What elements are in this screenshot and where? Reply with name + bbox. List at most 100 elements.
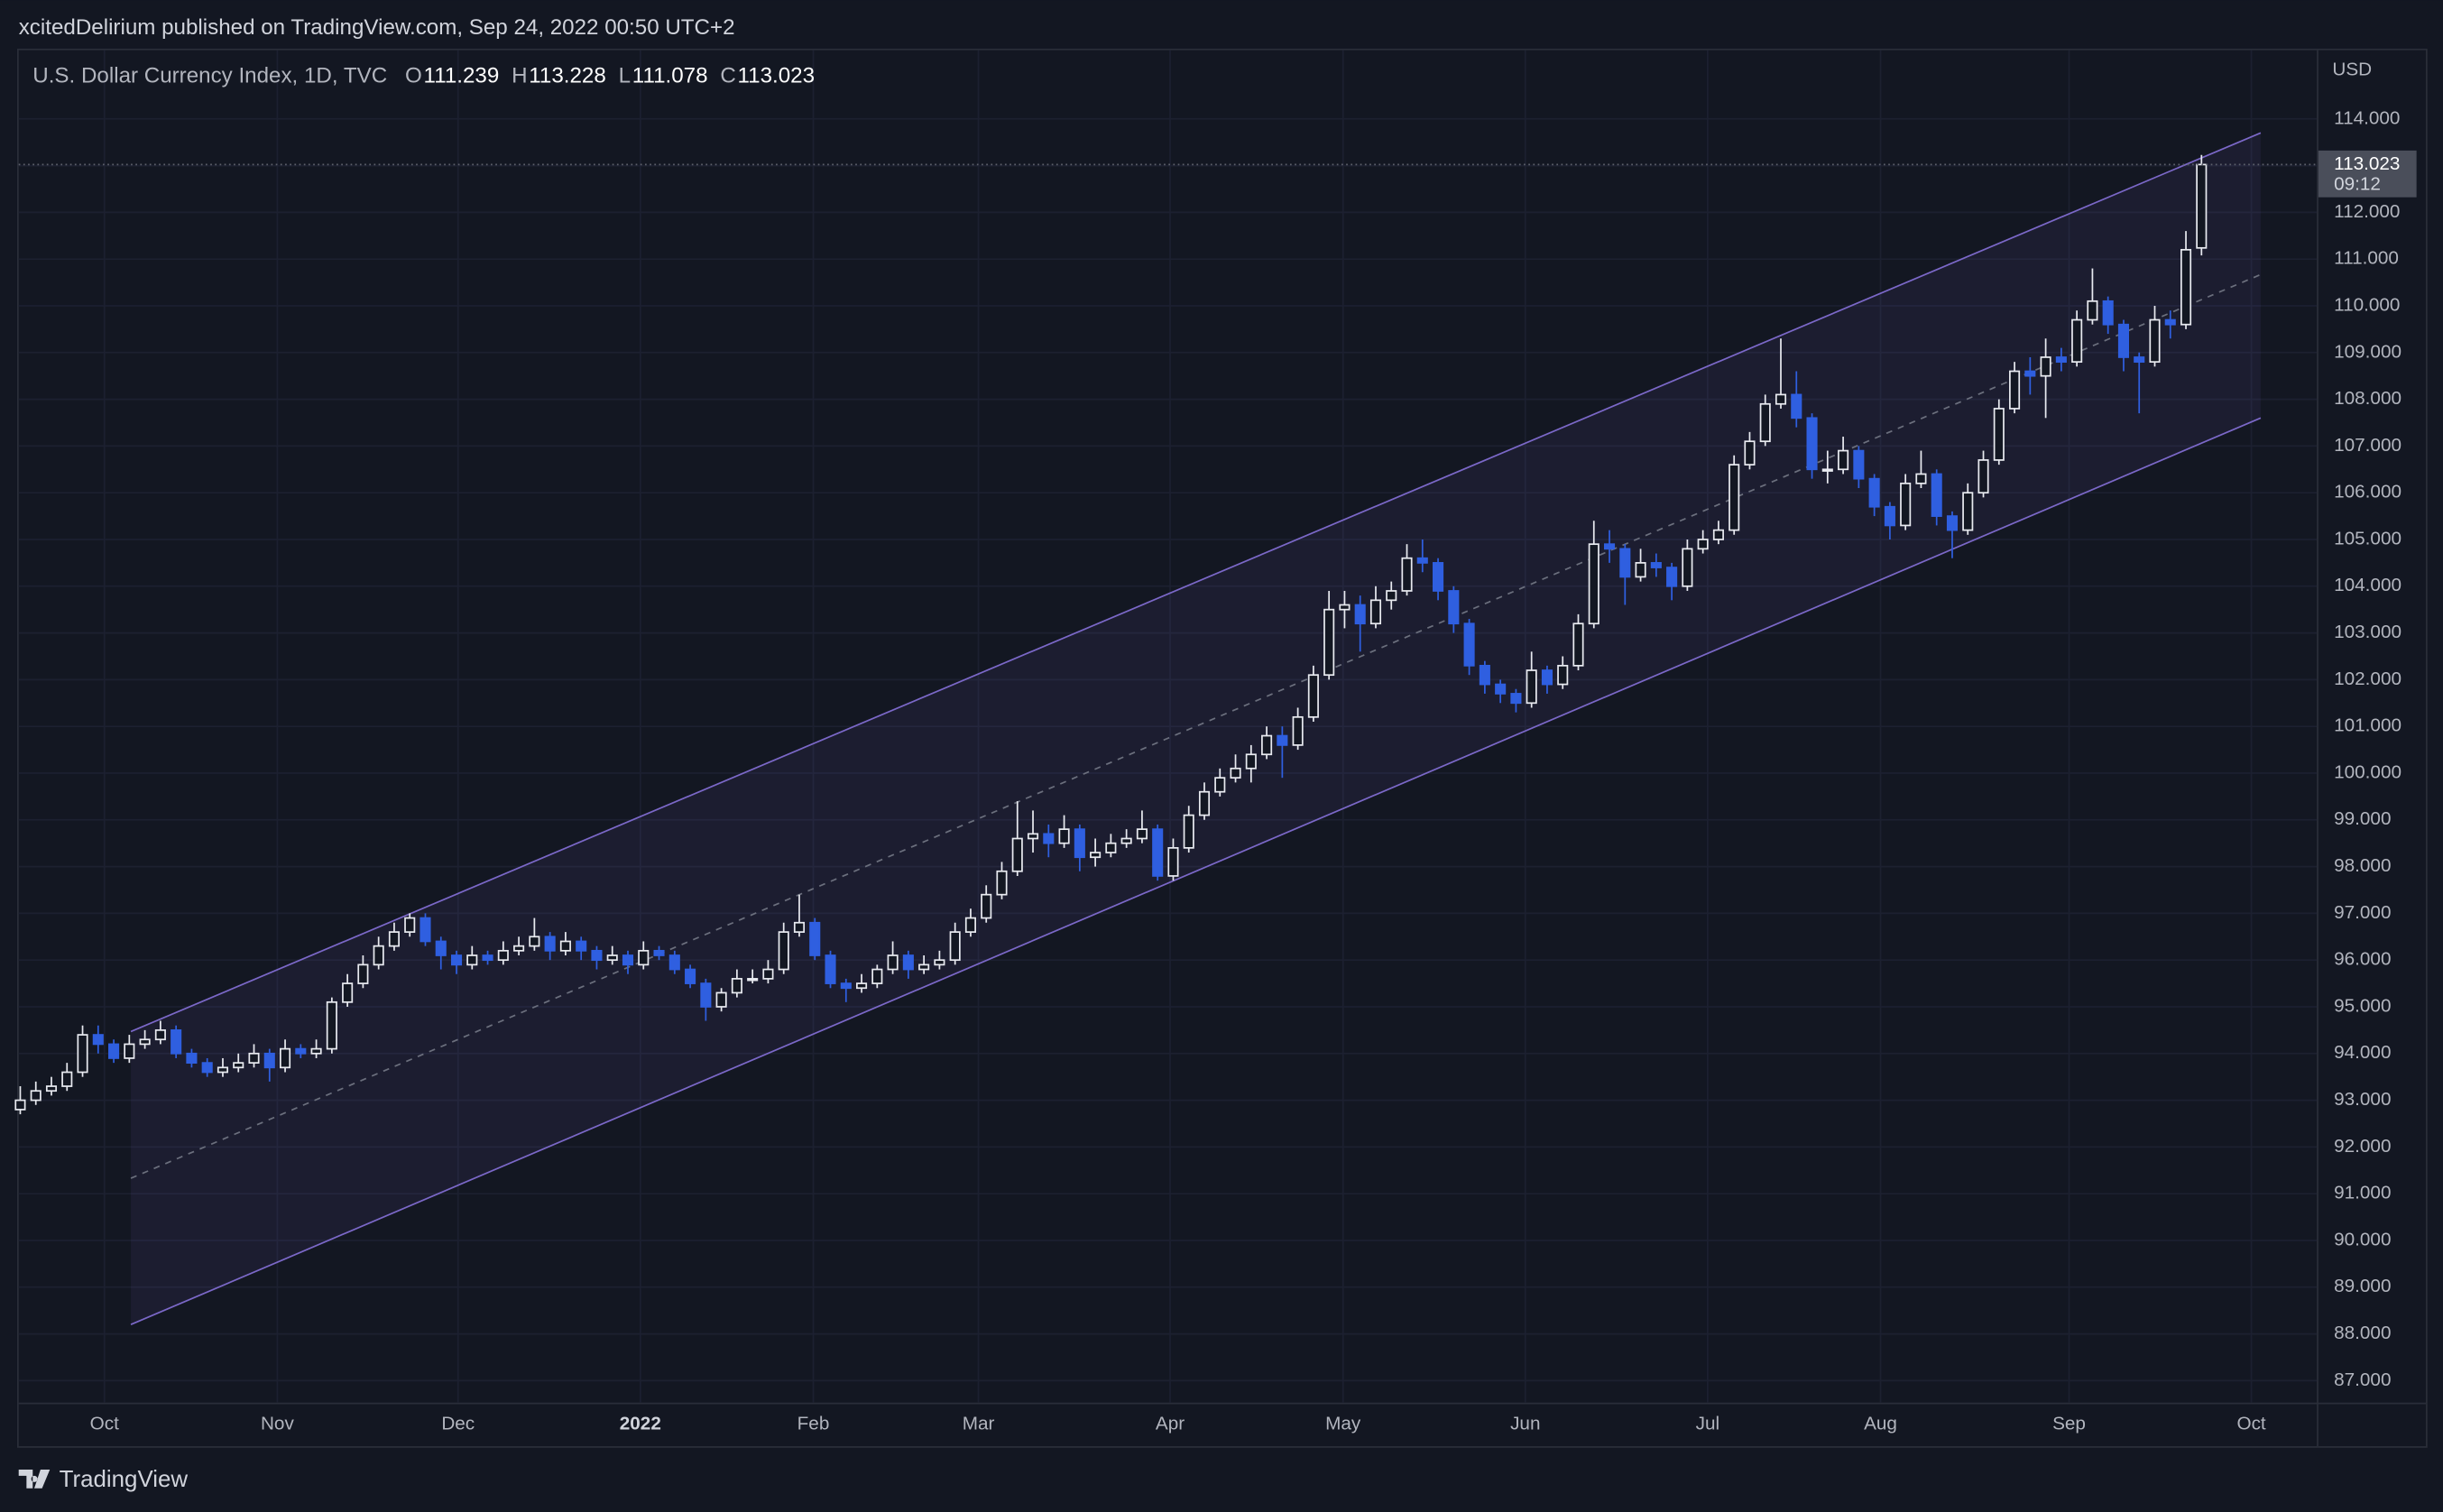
candle-body bbox=[1526, 669, 1537, 705]
candle-body bbox=[2024, 370, 2036, 377]
candle-body bbox=[1650, 562, 1662, 568]
candle-body bbox=[591, 949, 603, 962]
candle-body bbox=[1806, 417, 1818, 471]
brand-name: TradingView bbox=[60, 1467, 189, 1492]
candle-body bbox=[310, 1047, 322, 1055]
x-tick-label: May bbox=[1325, 1413, 1361, 1434]
candle-body bbox=[1058, 828, 1070, 844]
x-tick-label: Jun bbox=[1510, 1413, 1540, 1434]
candle-body bbox=[1510, 693, 1522, 705]
candle-body bbox=[1884, 505, 1895, 527]
candle-body bbox=[497, 949, 509, 962]
channel bbox=[130, 132, 2262, 1326]
candle-body bbox=[934, 959, 945, 966]
candle-body bbox=[139, 1038, 151, 1046]
candle-body bbox=[668, 954, 680, 971]
candle-body bbox=[1152, 828, 1164, 877]
candle-body bbox=[263, 1052, 275, 1069]
candle-body bbox=[342, 982, 354, 1003]
candle-body bbox=[1090, 852, 1102, 859]
candle-body bbox=[2149, 318, 2161, 364]
x-tick-label: Nov bbox=[261, 1413, 294, 1434]
candle-body bbox=[1261, 734, 1273, 756]
candle-body bbox=[559, 940, 571, 952]
candle-body bbox=[14, 1099, 26, 1111]
candle-body bbox=[918, 963, 930, 971]
y-tick-label: 89.000 bbox=[2334, 1276, 2391, 1296]
y-tick-label: 91.000 bbox=[2334, 1183, 2391, 1203]
candles bbox=[14, 154, 2208, 1115]
candle-body bbox=[2087, 300, 2098, 321]
candle-body bbox=[373, 945, 384, 966]
y-tick-label: 90.000 bbox=[2334, 1229, 2391, 1249]
candle-body bbox=[840, 982, 852, 990]
candle-body bbox=[1977, 459, 1989, 494]
candle-body bbox=[1214, 777, 1226, 793]
candle-body bbox=[186, 1052, 198, 1065]
candle-body bbox=[1915, 473, 1927, 484]
attribution: xcitedDelirium published on TradingView.… bbox=[19, 15, 735, 40]
candle-body bbox=[45, 1085, 58, 1093]
countdown: 09:12 bbox=[2334, 173, 2381, 194]
candle-body bbox=[295, 1047, 307, 1055]
candle-body bbox=[778, 931, 789, 971]
candle-body bbox=[529, 936, 540, 947]
last-price-box bbox=[2318, 150, 2417, 198]
x-tick-label: Apr bbox=[1156, 1413, 1185, 1434]
candle-body bbox=[809, 921, 821, 956]
candle-body bbox=[731, 978, 742, 994]
ohlc-label: C bbox=[720, 63, 735, 88]
candle-body bbox=[1245, 753, 1257, 770]
candle-body bbox=[217, 1066, 229, 1074]
x-tick-label: Sep bbox=[2052, 1413, 2086, 1434]
y-tick-label: 87.000 bbox=[2334, 1369, 2391, 1390]
y-tick-label: 114.000 bbox=[2334, 107, 2400, 128]
candle-body bbox=[1354, 604, 1366, 625]
candle-body bbox=[1433, 562, 1444, 592]
candle-body bbox=[1759, 402, 1771, 443]
candle-body bbox=[2196, 163, 2208, 249]
candle-body bbox=[1339, 604, 1351, 611]
currency: USD bbox=[2332, 60, 2372, 80]
candle-body bbox=[2164, 318, 2176, 326]
candle-body bbox=[1386, 590, 1397, 602]
candle-body bbox=[1307, 674, 1319, 718]
y-tick-label: 93.000 bbox=[2334, 1089, 2391, 1110]
candle-body bbox=[1666, 567, 1678, 587]
candle-body bbox=[435, 940, 447, 956]
candle-body bbox=[1900, 482, 1912, 527]
candle-body bbox=[2040, 356, 2051, 377]
candle-body bbox=[1775, 393, 1787, 405]
candle-body bbox=[1838, 449, 1849, 471]
y-tick-label: 109.000 bbox=[2334, 341, 2402, 362]
y-tick-label: 110.000 bbox=[2334, 294, 2400, 315]
candle-body bbox=[30, 1090, 41, 1102]
candle-body bbox=[1853, 449, 1865, 480]
candle-body bbox=[1541, 669, 1553, 686]
channel-lower bbox=[130, 417, 2262, 1326]
candle-body bbox=[685, 968, 696, 984]
candle-body bbox=[92, 1034, 104, 1046]
candle-body bbox=[450, 954, 463, 966]
candle-body bbox=[2009, 370, 2021, 410]
candle-body bbox=[466, 954, 478, 966]
x-tick-label: Jul bbox=[1696, 1413, 1719, 1434]
x-tick-label: Dec bbox=[441, 1413, 475, 1434]
candle-body bbox=[1043, 833, 1055, 844]
candle-body bbox=[1557, 664, 1569, 686]
candle-body bbox=[1167, 847, 1179, 877]
candle-body bbox=[2055, 356, 2067, 364]
y-tick-label: 106.000 bbox=[2334, 482, 2402, 502]
y-tick-label: 112.000 bbox=[2334, 201, 2400, 222]
candle-body bbox=[762, 968, 774, 980]
symbol-title: U.S. Dollar Currency Index, 1D, TVC bbox=[32, 63, 387, 88]
candle-body bbox=[1323, 608, 1335, 677]
brand-icon bbox=[18, 1469, 51, 1489]
y-tick-label: 104.000 bbox=[2334, 575, 2402, 595]
candle-body bbox=[1136, 828, 1148, 840]
x-tick-label: Oct bbox=[90, 1413, 119, 1434]
candle-body bbox=[326, 1000, 337, 1050]
candle-body bbox=[419, 917, 431, 943]
